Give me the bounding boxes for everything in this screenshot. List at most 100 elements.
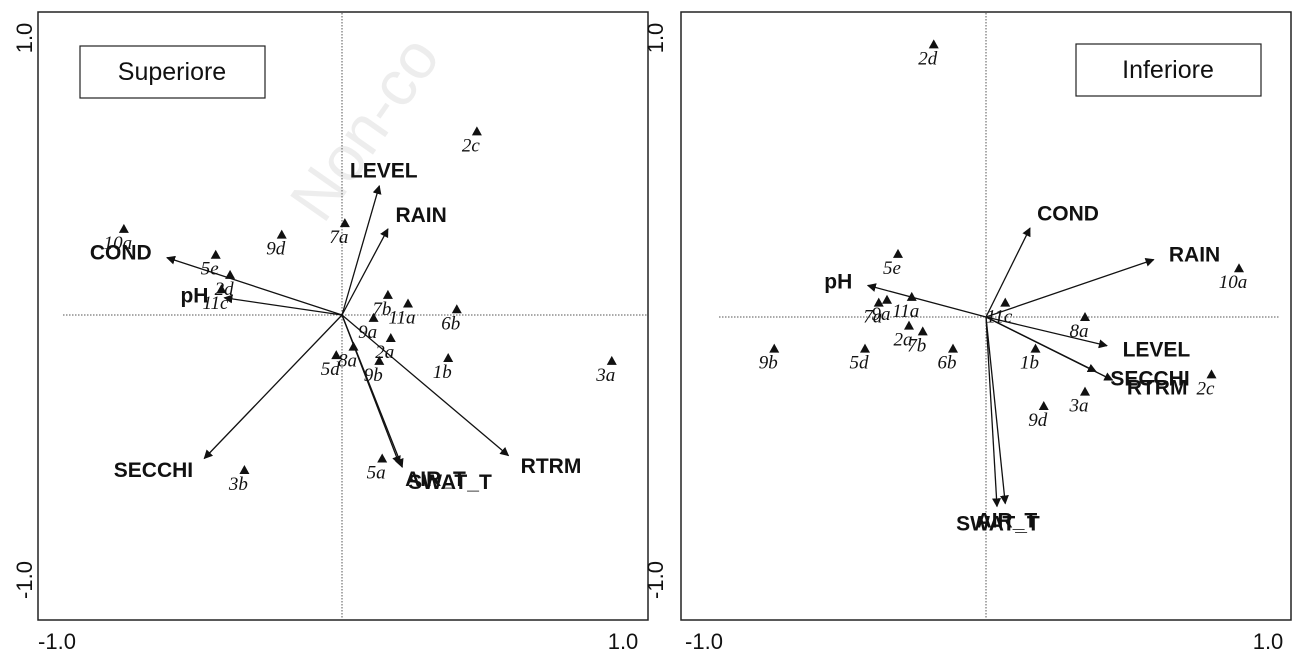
vector-arrow-secchi: [203, 314, 343, 460]
vector-label: COND: [90, 242, 152, 265]
site-marker: [873, 297, 884, 307]
vector-label: RAIN: [395, 204, 446, 227]
site-label: 8a: [1070, 321, 1089, 342]
site-label: 3a: [1069, 396, 1089, 417]
plot-frame: [37, 11, 649, 621]
vector-arrow-cond: [166, 255, 343, 316]
site-marker: [276, 229, 287, 239]
site-label: 11a: [892, 301, 919, 322]
x-tick-left: -1.0: [685, 629, 723, 654]
x-tick-right: 1.0: [608, 629, 639, 654]
site-marker: [374, 355, 385, 365]
site-marker: [769, 343, 780, 353]
x-tick-left: -1.0: [38, 629, 76, 654]
site-marker: [239, 464, 250, 474]
watermark-text: Non-co: [276, 23, 453, 233]
vector-label: pH: [180, 284, 208, 307]
site-label: 10a: [104, 233, 133, 254]
site-label: 9a: [872, 304, 891, 325]
site-marker: [893, 248, 903, 258]
vector-label: RTRM: [521, 455, 582, 478]
vector-arrow-level: [341, 184, 382, 316]
panel-title: Superiore: [118, 58, 226, 86]
site-label: 11c: [202, 293, 229, 314]
site-label: 3a: [595, 365, 615, 386]
site-marker: [403, 298, 414, 308]
site-label: 2a: [894, 330, 913, 351]
vector-arrow-rain: [985, 257, 1155, 318]
site-label: 2c: [462, 135, 481, 156]
x-tick-right: 1.0: [1253, 629, 1284, 654]
site-marker: [471, 126, 482, 136]
vector-label: RAIN: [1169, 243, 1220, 266]
site-marker: [339, 218, 350, 228]
site-label: 2d: [918, 48, 938, 69]
site-label: 1b: [1020, 353, 1039, 374]
site-marker: [331, 350, 342, 360]
vector-label: AIR_T: [405, 468, 466, 491]
vector-label: SECCHI: [114, 459, 193, 482]
site-marker: [210, 249, 221, 259]
site-marker: [368, 312, 379, 322]
site-label: 5d: [850, 353, 870, 374]
site-points: 2d5e3b10a11a9a7a11c8a2a7b5d9b6b1b2c3a9d: [759, 39, 1248, 431]
site-label: 3b: [228, 474, 248, 495]
site-marker: [1234, 263, 1244, 273]
y-tick-top: 1.0: [643, 23, 668, 54]
site-marker: [917, 326, 928, 336]
panel-title: Inferiore: [1122, 56, 1214, 84]
watermark: Non-co: [276, 23, 453, 233]
vector-label: SECCHI: [1110, 368, 1189, 391]
site-marker: [216, 284, 227, 294]
site-marker: [1080, 386, 1090, 396]
site-label: 9a: [358, 322, 377, 343]
vector-arrow-rtrm: [985, 316, 1114, 381]
site-label: 1b: [433, 362, 452, 383]
site-label: 9b: [759, 353, 778, 374]
panel-title-box: [79, 45, 266, 99]
site-label: 7b: [907, 335, 926, 356]
site-label: 7a: [329, 227, 348, 248]
y-tick-bottom: -1.0: [643, 561, 668, 599]
site-marker: [1030, 343, 1041, 353]
site-marker: [606, 355, 617, 365]
vector-arrow-swat-t: [341, 314, 404, 468]
vector-label: RTRM: [1127, 376, 1188, 399]
site-marker: [377, 453, 388, 463]
vector-arrow-rtrm: [341, 314, 510, 457]
site-label: 8a: [338, 351, 357, 372]
site-label: 10a: [1219, 272, 1248, 293]
site-label: 5d: [321, 359, 341, 380]
vector-arrow-cond: [985, 227, 1031, 318]
vector-label: LEVEL: [1123, 338, 1191, 361]
site-marker: [906, 291, 917, 301]
site-label: 11a: [388, 308, 415, 329]
site-label: 5a: [367, 463, 386, 484]
site-label: 9d: [266, 239, 286, 260]
site-label: 2c: [1197, 378, 1216, 399]
site-marker: [385, 332, 396, 342]
y-tick-bottom: -1.0: [12, 561, 37, 599]
site-marker: [225, 269, 236, 279]
site-label: 6b: [441, 313, 460, 334]
site-label: 11c: [986, 307, 1013, 328]
y-tick-top: 1.0: [12, 23, 37, 54]
vector-arrow-ph: [223, 294, 343, 316]
vector-arrow-level: [985, 316, 1108, 349]
site-marker: [860, 343, 870, 353]
vector-label: LEVEL: [350, 159, 418, 182]
vector-arrow-rain: [341, 228, 389, 316]
site-marker: [1206, 369, 1217, 379]
plot-frame: [680, 11, 1292, 621]
site-marker: [1000, 297, 1011, 307]
site-marker: [443, 353, 454, 363]
site-marker: [118, 223, 129, 233]
panel-title-box: [1075, 43, 1262, 97]
site-label: 6b: [938, 353, 957, 374]
site-points: 2c7a9d10a5e2d11c7b11a6b9a2a5d8a9b1b3a5a3…: [104, 126, 617, 495]
vector-label: COND: [1037, 203, 1099, 226]
